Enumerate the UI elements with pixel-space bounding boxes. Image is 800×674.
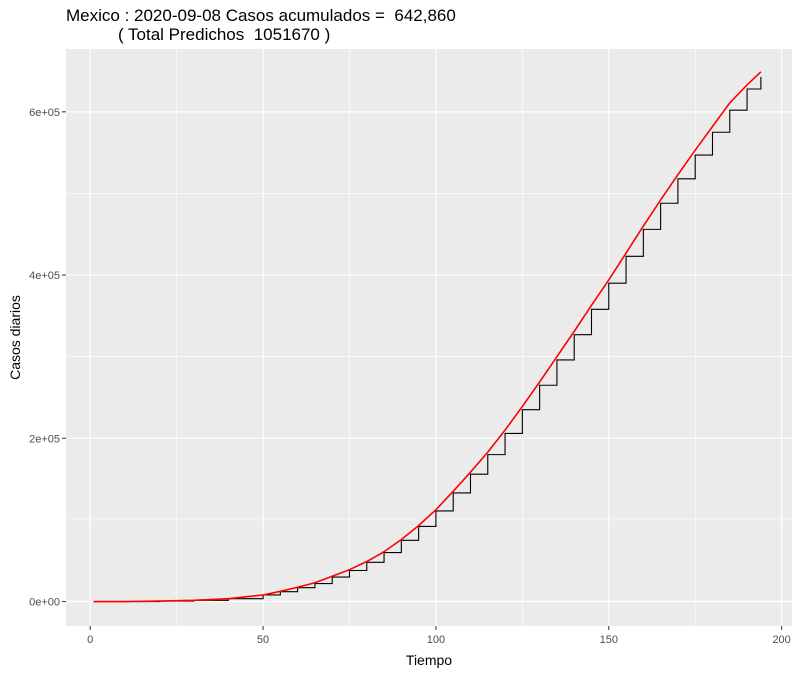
x-tick-label: 0	[87, 634, 93, 646]
x-tick-label: 50	[257, 634, 269, 646]
minor-gridlines	[66, 49, 792, 626]
x-axis-title: Tiempo	[406, 652, 452, 668]
series-step-line	[93, 76, 762, 603]
y-axis-title: Casos diarios	[7, 295, 23, 380]
chart-title-line2: ( Total Predichos 1051670 )	[66, 25, 331, 44]
x-tick-label: 200	[772, 634, 790, 646]
chart-title-line1: Mexico : 2020-09-08 Casos acumulados = 6…	[66, 6, 456, 25]
y-tick-label: 6e+05	[29, 107, 60, 119]
x-axis-ticks: 0 50 100 150 200	[87, 626, 791, 646]
x-tick-label: 100	[427, 634, 445, 646]
major-gridlines	[66, 49, 792, 626]
y-tick-label: 2e+05	[29, 433, 60, 445]
series-fit-line	[93, 71, 762, 603]
y-tick-label: 0e+00	[29, 597, 60, 609]
x-tick-label: 150	[600, 634, 618, 646]
y-axis-ticks: 0e+00 2e+05 4e+05 6e+05	[29, 107, 66, 609]
y-tick-label: 4e+05	[29, 270, 60, 282]
series-layer	[93, 71, 762, 603]
plot-panel	[66, 49, 792, 626]
